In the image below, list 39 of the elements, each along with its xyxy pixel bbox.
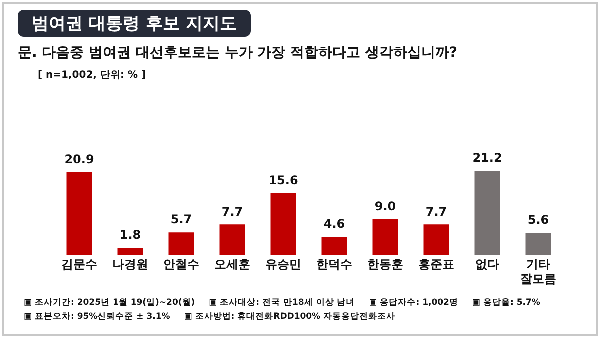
text: ▣ 응답율: 5.7% [472, 298, 540, 308]
bar [66, 172, 92, 256]
data-label: 7.7 [426, 204, 448, 219]
x-tick-label: 한동훈 [368, 258, 404, 272]
bar [118, 248, 144, 256]
text: ▣ 조사대상: 전국 만18세 이상 남녀 [209, 298, 356, 308]
bar [526, 232, 552, 256]
text: [ n=1,002, 단위: % ] [38, 69, 146, 82]
x-tick-label: 오세훈 [214, 258, 250, 272]
chart-title: 범여권 대통령 후보 지지도 [18, 10, 251, 37]
text: ▣ 표본오차: 95%신뢰수준 ± 3.1% [24, 312, 170, 322]
text: ▣ 응답자수: 1,002명 [369, 298, 458, 308]
data-label: 4.6 [324, 217, 346, 232]
x-tick-label: 없다 [476, 258, 500, 272]
bar [220, 224, 246, 256]
data-label: 1.8 [120, 228, 142, 242]
bar [168, 232, 194, 256]
text: ▣ 조사방법: 휴대전화RDD100% 자동응답전화조사 [184, 312, 396, 322]
bar [270, 193, 296, 256]
bar [424, 224, 450, 256]
x-tick-label: 김문수 [62, 258, 98, 272]
data-label: 9.0 [374, 200, 396, 214]
bar [322, 236, 348, 256]
bar [372, 219, 398, 256]
data-label: 21.2 [472, 151, 502, 166]
x-tick-label: 기타 잘모름 [520, 258, 556, 286]
chart-subtitle: 문. 다음중 범여권 대선후보로는 누가 가장 적합하다고 생각하십니까? [18, 44, 458, 62]
x-tick-label: 나경원 [112, 258, 148, 272]
x-tick-label: 한덕수 [316, 258, 352, 272]
bar [474, 171, 500, 256]
x-tick-label: 홍준표 [418, 258, 454, 272]
data-label: 15.6 [268, 173, 298, 188]
data-label: 20.9 [64, 152, 94, 166]
data-label: 7.7 [222, 204, 244, 219]
x-tick-label: 유승민 [266, 258, 302, 272]
data-label: 5.6 [528, 213, 550, 228]
data-label: 5.7 [170, 212, 192, 227]
text: ▣ 조사기간: 2025년 1월 19(일)~20(월) [24, 298, 196, 308]
x-tick-label: 안철수 [164, 258, 200, 272]
